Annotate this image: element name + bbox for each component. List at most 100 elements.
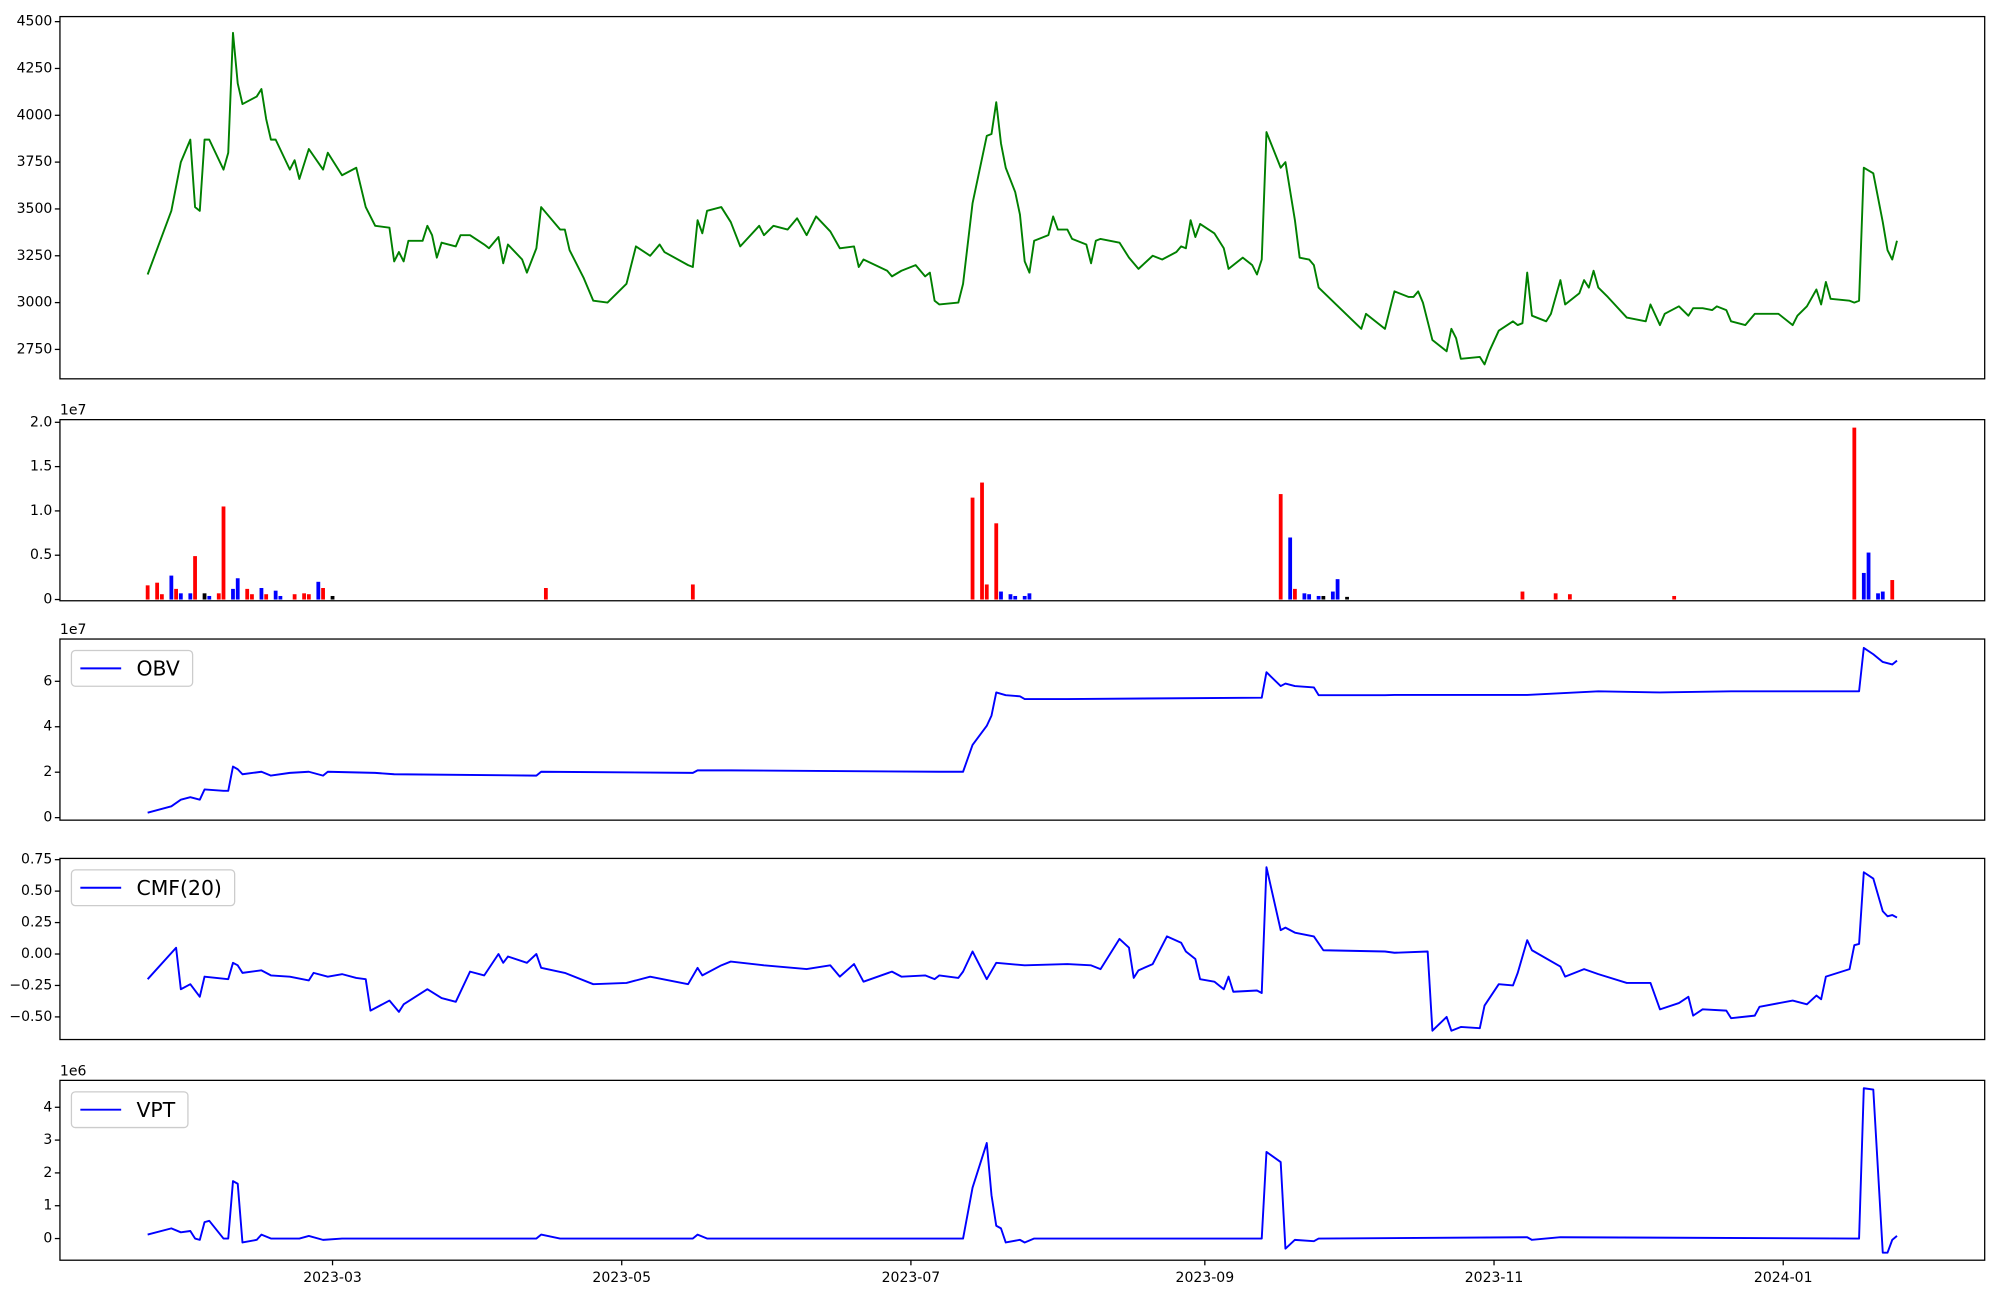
y-tick-label: 3000 [17, 295, 53, 311]
x-tick-label: 2023-09 [1176, 1270, 1235, 1286]
y-tick-label: 3750 [17, 154, 53, 170]
volume-bar [1890, 580, 1895, 600]
volume-bar [1567, 594, 1572, 600]
axes-frame [59, 1079, 1986, 1261]
volume-bar [1876, 593, 1880, 600]
data-line [147, 1087, 1898, 1254]
volume-bar [980, 482, 984, 600]
volume-bar [999, 591, 1003, 600]
y-tick-label: 0.75 [21, 852, 52, 868]
volume-bar [273, 590, 278, 600]
y-tick-label: 6 [43, 673, 52, 689]
volume-bar [178, 593, 183, 600]
volume-bar [1553, 593, 1558, 600]
y-tick-label: 3250 [17, 248, 53, 264]
y-tick-label: 0 [43, 1231, 52, 1247]
data-line [146, 866, 1898, 1032]
legend-box [70, 649, 194, 687]
volume-bar [193, 556, 197, 600]
volume-bar [994, 523, 999, 600]
volume-bar [984, 584, 989, 600]
volume-bar [1852, 427, 1857, 600]
axis-offset-label: 1e7 [60, 622, 86, 638]
axes-frame [59, 638, 1986, 821]
y-tick-label: 4 [43, 1099, 52, 1115]
y-tick-label: 0.5 [30, 547, 52, 563]
volume-bar [235, 578, 240, 600]
y-tick-label: 4250 [17, 60, 53, 76]
y-tick-label: 1.0 [30, 503, 52, 519]
volume-bar [1321, 595, 1326, 600]
volume-bar [145, 585, 150, 600]
legend-box [70, 869, 236, 907]
volume-bar [1345, 596, 1349, 600]
y-tick-label: 4 [43, 719, 52, 735]
x-tick-label: 2023-05 [592, 1270, 651, 1286]
y-tick-label: 0 [43, 592, 52, 608]
volume-bar [690, 584, 695, 600]
y-tick-label: 3500 [17, 201, 53, 217]
volume-bar [169, 575, 174, 600]
volume-bar [970, 497, 975, 600]
x-tick-label: 2024-01 [1754, 1270, 1813, 1286]
volume-bar [1520, 591, 1525, 600]
panel: 0 1 2 3 4 2023-03 2023-05 2023-07 2023-09 2023-11… [43, 1063, 1986, 1286]
y-tick-label: 2.0 [30, 414, 52, 430]
plot-area [146, 866, 1898, 1032]
axis-offset-label: 1e7 [60, 403, 86, 419]
y-tick-label: 3 [43, 1132, 52, 1148]
volume-bar [330, 595, 335, 600]
volume-bar [1288, 537, 1293, 600]
volume-bar [1008, 594, 1013, 600]
y-tick-label: 0.25 [21, 915, 52, 931]
volume-bar [188, 593, 193, 600]
y-tick-label: 1.5 [30, 459, 52, 475]
y-tick-label: −0.25 [9, 977, 52, 993]
volume-bar [1330, 591, 1335, 600]
axes-frame [59, 857, 1986, 1041]
x-tick-label: 2023-07 [882, 1270, 941, 1286]
volume-bar [278, 595, 283, 600]
volume-bar [316, 581, 321, 600]
legend-text: OBV [136, 657, 179, 681]
y-tick-label: 4000 [17, 107, 53, 123]
plot-area [147, 1087, 1898, 1254]
volume-bar [1880, 591, 1885, 600]
y-tick-label: 2 [43, 764, 52, 780]
y-tick-label: 0 [43, 810, 52, 826]
y-tick-label: −0.50 [9, 1009, 52, 1025]
volume-bar [1866, 552, 1871, 600]
volume-bar [1302, 593, 1307, 600]
volume-bar [1027, 593, 1032, 600]
volume-bar [1307, 594, 1312, 600]
volume-bar [1278, 494, 1283, 600]
volume-bar [321, 588, 325, 600]
volume-bar [245, 588, 250, 600]
legend-box [70, 1091, 189, 1129]
y-tick-label: 0.00 [21, 946, 52, 962]
volume-bar [1293, 588, 1297, 600]
volume-bar [207, 595, 212, 600]
x-tick-label: 2023-03 [303, 1270, 362, 1286]
panel: 0 0.5 1.0 1.5 2.0 1e7 [30, 403, 1986, 608]
panel: 0 2 4 6 1e7 OBV [43, 622, 1986, 826]
volume-bar [1316, 595, 1321, 600]
volume-bar [1013, 595, 1018, 600]
panel: −0.50 −0.25 0.00 0.25 0.50 0.75 CMF(20) [9, 852, 1986, 1041]
y-tick-label: 4500 [17, 14, 53, 30]
y-tick-label: 2750 [17, 341, 53, 357]
volume-bar [174, 588, 178, 600]
volume-bar [259, 588, 264, 600]
volume-bar [306, 594, 311, 600]
panel: 2750 3000 3250 3500 3750 4000 4250 4500 [17, 14, 1986, 380]
volume-bar [250, 594, 254, 600]
plot-area [146, 31, 1898, 366]
y-tick-label: 1 [43, 1198, 52, 1214]
data-line [146, 31, 1898, 366]
plot-area [145, 427, 1895, 600]
data-line [147, 646, 1898, 814]
volume-bar [302, 593, 306, 600]
